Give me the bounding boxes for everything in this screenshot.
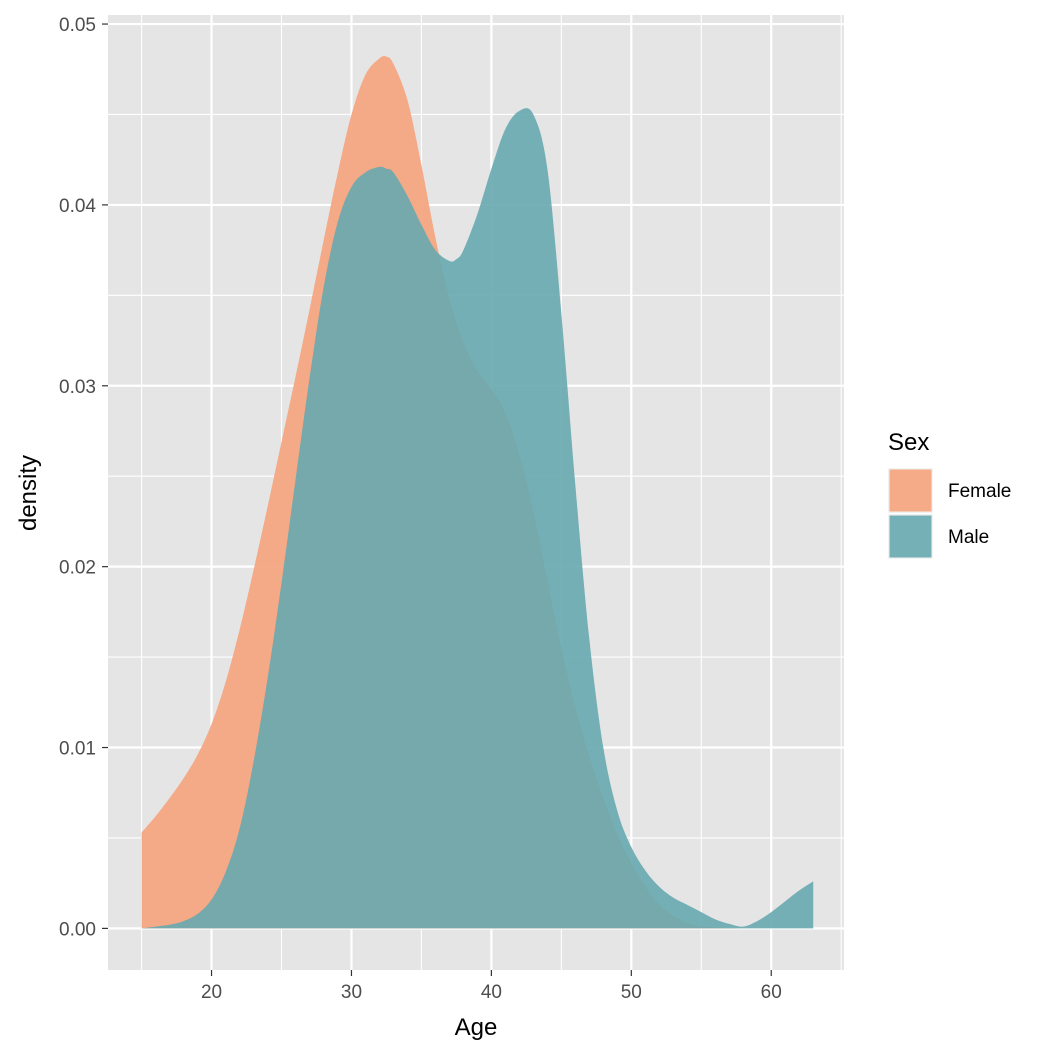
density-areas bbox=[141, 55, 814, 929]
y-axis: 0.00 0.01 0.02 0.03 0.04 0.05 bbox=[59, 15, 108, 940]
x-tick-label: 30 bbox=[341, 982, 362, 1003]
x-axis-title: Age bbox=[455, 1014, 498, 1041]
legend-swatch-female bbox=[889, 469, 932, 512]
y-tick-label: 0.03 bbox=[59, 377, 96, 398]
x-tick-label: 20 bbox=[201, 982, 222, 1003]
y-axis-title: density bbox=[15, 455, 42, 531]
density-area-male bbox=[141, 108, 814, 929]
y-tick-label: 0.05 bbox=[59, 15, 96, 36]
x-tick-label: 50 bbox=[621, 982, 642, 1003]
y-tick-label: 0.04 bbox=[59, 196, 96, 217]
y-tick-label: 0.01 bbox=[59, 739, 96, 760]
y-tick-label: 0.02 bbox=[59, 558, 96, 579]
x-tick-label: 60 bbox=[761, 982, 782, 1003]
legend-label-male: Male bbox=[948, 527, 989, 548]
x-axis: 20 30 40 50 60 bbox=[201, 970, 782, 1003]
x-tick-label: 40 bbox=[481, 982, 502, 1003]
legend-label-female: Female bbox=[948, 481, 1011, 502]
legend-swatch-male bbox=[889, 515, 932, 558]
y-tick-label: 0.00 bbox=[59, 919, 96, 940]
legend-title: Sex bbox=[888, 429, 929, 456]
legend: Sex Female Male bbox=[888, 429, 1011, 559]
